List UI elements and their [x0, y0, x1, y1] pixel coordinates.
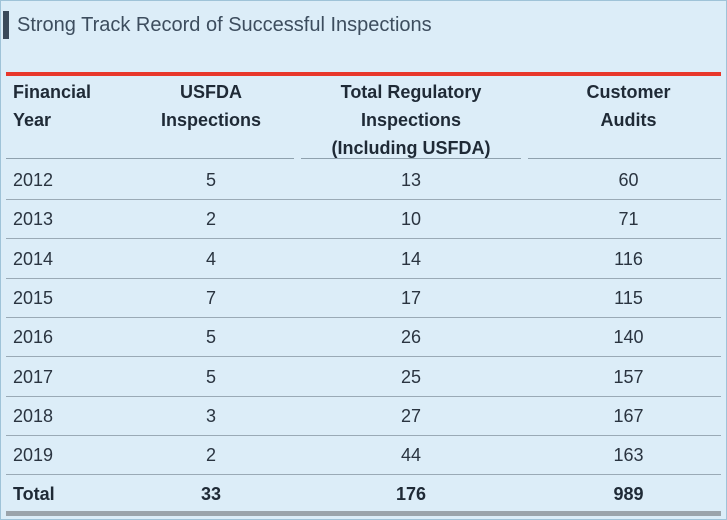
cell-usfda: 5 — [205, 170, 216, 190]
row-divider — [6, 356, 721, 358]
cell-usfda: 5 — [205, 366, 216, 387]
total-cell-usfda: 33 — [200, 484, 222, 505]
header-divider — [528, 158, 721, 159]
cell-usfda: 2 — [205, 209, 216, 230]
header-line: Financial — [13, 82, 92, 102]
cell-customer-audits: 140 — [613, 327, 644, 348]
cell-total-regulatory: 13 — [400, 170, 422, 190]
cell-usfda: 2 — [205, 445, 216, 466]
page-title: Strong Track Record of Successful Inspec… — [3, 11, 432, 39]
row-divider — [6, 434, 721, 436]
cell-total-regulatory: 25 — [400, 366, 422, 387]
cell-customer-audits: 157 — [613, 366, 644, 387]
cell-year: 2014 — [13, 248, 54, 269]
table-row: 2015 7 17 115 — [6, 279, 721, 318]
cell-year: 2017 — [13, 366, 54, 387]
header-line: Total Regulatory — [340, 82, 482, 102]
header-line: USFDA — [180, 82, 242, 102]
row-divider — [6, 238, 721, 240]
row-divider — [6, 199, 721, 200]
header-line: Audits — [600, 110, 657, 130]
cell-year: 2018 — [13, 405, 54, 426]
cell-total-regulatory: 17 — [400, 287, 422, 308]
cell-usfda: 4 — [205, 248, 216, 269]
table-row: 2014 4 14 116 — [6, 240, 721, 279]
cell-year: 2016 — [13, 327, 54, 348]
cell-customer-audits: 60 — [618, 170, 639, 190]
cell-usfda: 3 — [205, 405, 216, 426]
cell-customer-audits: 167 — [613, 405, 644, 426]
table-row: 2016 5 26 140 — [6, 318, 721, 358]
column-header-year: Financial Year — [13, 78, 153, 134]
table-row: 2018 3 27 167 — [6, 397, 721, 436]
cell-total-regulatory: 27 — [400, 405, 422, 426]
header-divider — [6, 158, 294, 159]
row-divider — [6, 277, 721, 279]
cell-customer-audits: 115 — [614, 287, 643, 308]
column-header-customer-audits: Customer Audits — [546, 78, 711, 134]
cell-total-regulatory: 14 — [400, 248, 422, 269]
column-header-usfda: USFDA Inspections — [156, 78, 266, 134]
cell-customer-audits: 163 — [613, 445, 644, 466]
table-bottom-rule — [6, 511, 721, 516]
total-cell-customer-audits: 989 — [613, 484, 644, 505]
row-divider — [6, 395, 721, 397]
cell-customer-audits: 71 — [618, 209, 639, 230]
header-line: Inspections — [160, 110, 262, 130]
column-header-total-regulatory: Total Regulatory Inspections (Including … — [306, 78, 516, 162]
cell-year: 2013 — [13, 209, 54, 230]
header-line: Inspections — [360, 110, 462, 130]
cell-year: 2012 — [13, 170, 54, 190]
header-divider — [301, 158, 521, 159]
table-row: 2013 2 10 71 — [6, 200, 721, 240]
table-row: 2012 5 13 60 — [6, 161, 721, 200]
row-divider — [6, 316, 721, 318]
cell-total-regulatory: 26 — [400, 327, 422, 348]
total-cell-total-regulatory: 176 — [395, 484, 427, 505]
cell-year: 2015 — [13, 287, 54, 308]
total-cell-year: Total — [13, 484, 55, 505]
row-divider — [6, 474, 721, 476]
header-accent-rule — [6, 72, 721, 76]
cell-year: 2019 — [13, 445, 54, 466]
cell-usfda: 5 — [205, 327, 216, 348]
header-line: (Including USFDA) — [331, 138, 491, 158]
table-row: 2017 5 25 157 — [6, 358, 721, 397]
cell-total-regulatory: 44 — [400, 445, 422, 466]
total-row: Total 33 176 989 — [6, 475, 721, 514]
table-row: 2019 2 44 163 — [6, 436, 721, 476]
cell-usfda: 7 — [205, 287, 216, 308]
header-line: Year — [13, 110, 52, 130]
header-line: Customer — [586, 82, 671, 102]
cell-customer-audits: 116 — [614, 248, 643, 269]
cell-total-regulatory: 10 — [400, 209, 422, 230]
